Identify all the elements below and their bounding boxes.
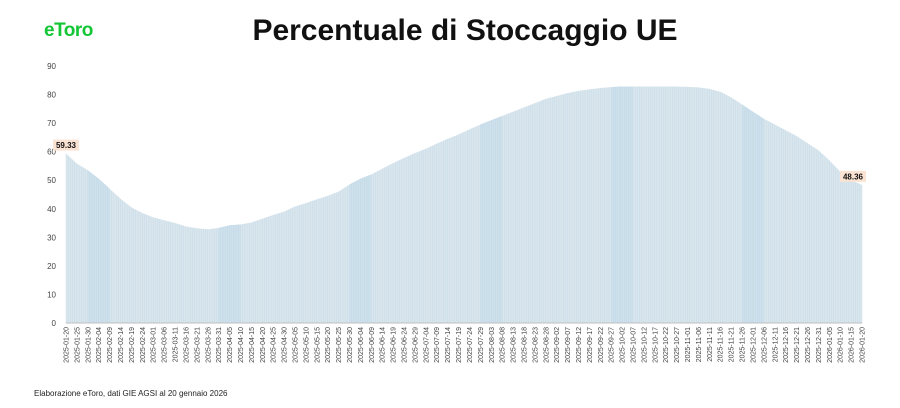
x-tick-label: 2025-12-26 (805, 327, 812, 363)
x-tick-label: 2025-11-26 (740, 327, 747, 362)
daily-lines (65, 86, 863, 323)
x-tick-label: 2025-04-10 (238, 327, 245, 363)
x-tick-label: 2025-05-20 (325, 327, 332, 363)
x-tick-label: 2025-05-15 (314, 327, 321, 363)
chart-title: Percentuale di Stoccaggio UE (252, 14, 678, 47)
x-tick-label: 2025-08-13 (511, 327, 518, 363)
x-tick-label: 2025-06-24 (402, 327, 409, 363)
x-tick-label: 2025-08-18 (521, 327, 528, 363)
x-tick-label: 2025-08-08 (500, 327, 507, 363)
x-tick-label: 2025-07-24 (467, 327, 474, 363)
x-tick-label: 2025-03-16 (183, 327, 190, 363)
x-tick-label: 2025-02-14 (118, 327, 125, 363)
x-tick-label: 2025-10-02 (620, 327, 627, 363)
x-tick-label: 2025-01-30 (85, 327, 92, 363)
y-tick-label: 0 (52, 319, 57, 328)
x-tick-label: 2025-09-02 (554, 327, 561, 363)
data-label: 48.36 (843, 172, 864, 181)
x-tick-label: 2025-06-19 (391, 327, 398, 363)
x-tick-label: 2025-05-10 (303, 327, 310, 363)
x-axis-ticks: 2025-01-20 2025-01-25 2025-01-30 2025-02-04… (64, 327, 867, 363)
x-tick-label: 2025-11-06 (696, 327, 703, 362)
x-tick-label: 2025-09-12 (576, 327, 583, 363)
x-tick-label: 2025-05-05 (292, 327, 299, 363)
etoro-logo: eToro (44, 20, 93, 41)
x-tick-label: 2025-05-25 (336, 327, 343, 363)
source-note: Elaborazione eToro, dati GIE AGSI al 20 … (34, 389, 228, 398)
y-tick-label: 80 (47, 91, 56, 100)
x-tick-label: 2025-12-11 (772, 327, 779, 362)
x-tick-label: 2026-01-05 (827, 327, 834, 363)
x-tick-label: 2025-07-09 (434, 327, 441, 363)
y-tick-label: 10 (47, 290, 56, 299)
x-tick-label: 2025-10-12 (641, 327, 648, 363)
x-tick-label: 2025-09-17 (587, 327, 594, 363)
x-tick-label: 2025-10-27 (674, 327, 681, 363)
x-tick-label: 2025-07-14 (445, 327, 452, 363)
y-axis-ticks: 0 10 20 30 40 50 60 70 80 90 (47, 62, 56, 328)
x-tick-label: 2025-02-19 (129, 327, 136, 363)
x-tick-label: 2025-11-01 (685, 327, 692, 362)
x-tick-label: 2025-06-14 (380, 327, 387, 363)
storage-area (66, 86, 862, 323)
x-tick-label: 2025-09-07 (565, 327, 572, 363)
data-label-box (840, 170, 866, 182)
x-tick-label: 2025-03-11 (173, 327, 180, 362)
x-tick-label: 2025-08-28 (543, 327, 550, 363)
x-tick-label: 2025-10-22 (663, 327, 670, 363)
x-tick-label: 2025-12-06 (761, 327, 768, 363)
x-tick-label: 2025-12-31 (816, 327, 823, 363)
x-tick-label: 2025-02-24 (140, 327, 147, 363)
data-label: 59.33 (56, 141, 77, 150)
x-tick-label: 2026-01-15 (849, 327, 856, 363)
x-tick-label: 2025-04-15 (249, 327, 256, 363)
x-tick-label: 2025-09-22 (598, 327, 605, 363)
x-tick-label: 2025-11-21 (729, 327, 736, 362)
x-tick-label: 2026-01-10 (838, 327, 845, 363)
x-tick-label: 2025-08-23 (532, 327, 539, 363)
x-tick-label: 2025-06-09 (369, 327, 376, 363)
y-tick-label: 90 (47, 62, 56, 71)
x-tick-label: 2025-07-04 (423, 327, 430, 363)
x-tick-label: 2025-10-07 (631, 327, 638, 363)
x-tick-label: 2025-12-21 (794, 327, 801, 363)
x-tick-label: 2025-04-05 (227, 327, 234, 363)
x-tick-label: 2025-01-20 (64, 327, 71, 363)
x-tick-label: 2025-10-17 (652, 327, 659, 363)
x-tick-label: 2025-03-01 (151, 327, 158, 363)
x-tick-label: 2025-08-03 (489, 327, 496, 363)
x-tick-label: 2025-11-16 (718, 327, 725, 362)
x-tick-label: 2025-03-31 (216, 327, 223, 363)
x-tick-label: 2025-02-09 (107, 327, 114, 363)
x-tick-label: 2025-03-26 (205, 327, 212, 363)
x-tick-label: 2025-12-01 (750, 327, 757, 363)
y-tick-label: 30 (47, 233, 56, 242)
x-tick-label: 2025-03-21 (194, 327, 201, 363)
x-tick-label: 2025-02-04 (96, 327, 103, 363)
x-tick-label: 2025-11-11 (707, 327, 714, 362)
y-tick-label: 40 (47, 205, 56, 214)
x-tick-label: 2025-12-16 (783, 327, 790, 363)
x-tick-label: 2025-06-04 (358, 327, 365, 363)
data-label-box (53, 139, 79, 151)
x-tick-label: 2025-06-29 (412, 327, 419, 363)
x-tick-label: 2025-04-25 (271, 327, 278, 363)
x-tick-label: 2025-04-20 (260, 327, 267, 363)
y-tick-label: 50 (47, 176, 56, 185)
y-tick-label: 60 (47, 148, 56, 157)
y-tick-label: 20 (47, 262, 56, 271)
x-tick-label: 2025-07-19 (456, 327, 463, 363)
y-tick-label: 70 (47, 119, 56, 128)
x-tick-label: 2025-09-27 (609, 327, 616, 363)
data-labels: 59.33 48.36 (53, 139, 866, 182)
x-tick-label: 2025-04-30 (282, 327, 289, 363)
x-tick-label: 2026-01-20 (860, 327, 867, 363)
x-tick-label: 2025-07-29 (478, 327, 485, 363)
x-tick-label: 2025-03-06 (162, 327, 169, 363)
x-tick-label: 2025-05-30 (347, 327, 354, 363)
x-tick-label: 2025-01-25 (74, 327, 81, 363)
